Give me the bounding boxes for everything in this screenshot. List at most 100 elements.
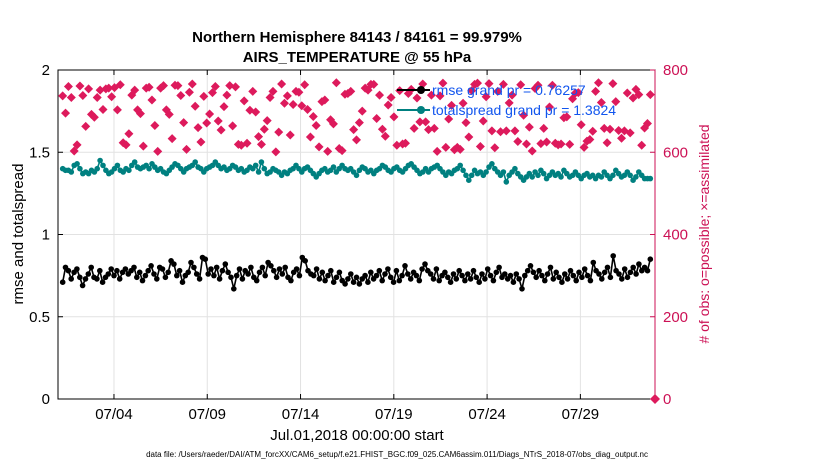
- rmse-marker: [191, 264, 197, 271]
- obs-possible-marker: [579, 142, 589, 152]
- obs-possible-marker: [337, 146, 347, 156]
- rmse-marker: [542, 277, 548, 284]
- rmse-marker: [436, 277, 443, 284]
- rmse-marker: [111, 272, 117, 279]
- obs-possible-marker: [320, 95, 330, 105]
- obs-possible-marker: [634, 90, 644, 100]
- rmse-marker: [621, 266, 628, 272]
- rmse-marker: [134, 274, 140, 281]
- rmse-marker: [368, 269, 374, 276]
- rmse-marker: [208, 266, 214, 272]
- rmse-marker: [390, 279, 397, 286]
- obs-possible-marker: [107, 92, 117, 102]
- obs-possible-marker: [115, 80, 125, 90]
- obs-possible-marker: [231, 82, 241, 92]
- rmse-marker: [450, 271, 457, 277]
- obs-possible-marker: [124, 129, 134, 139]
- rmse-marker: [442, 269, 448, 276]
- rmse-marker: [482, 276, 488, 282]
- rmse-marker: [516, 276, 522, 282]
- rmse-marker: [276, 266, 283, 272]
- obs-possible-marker: [435, 91, 445, 101]
- obs-possible-marker: [184, 87, 194, 97]
- x-tick-label: 07/19: [375, 406, 413, 423]
- rmse-marker: [185, 269, 191, 276]
- obs-possible-marker: [216, 125, 226, 135]
- rmse-marker: [268, 263, 274, 269]
- obs-possible-marker: [372, 114, 382, 124]
- obs-possible-marker: [498, 79, 508, 89]
- obs-possible-marker: [173, 81, 183, 91]
- obs-possible-marker: [504, 98, 514, 108]
- rmse-marker: [262, 272, 269, 279]
- rmse-marker: [279, 271, 286, 277]
- rmse-marker: [68, 276, 74, 282]
- obs-possible-marker: [268, 86, 278, 96]
- obs-possible-marker: [415, 117, 425, 127]
- rmse-marker: [122, 266, 129, 272]
- rmse-marker: [139, 277, 146, 284]
- x-tick-label: 07/04: [95, 406, 133, 423]
- obs-possible-marker: [596, 97, 606, 107]
- spread-marker: [114, 162, 121, 169]
- obs-possible-marker: [467, 86, 477, 96]
- obs-possible-marker: [490, 143, 500, 153]
- obs-possible-marker: [521, 139, 531, 149]
- x-axis-label: Jul.01,2018 00:00:00 start: [270, 427, 444, 444]
- rmse-marker: [231, 286, 237, 292]
- obs-possible-marker: [314, 142, 324, 152]
- obs-possible-marker: [248, 86, 258, 96]
- obs-possible-marker: [274, 127, 284, 137]
- obs-possible-marker: [279, 98, 289, 108]
- obs-possible-marker: [605, 124, 615, 134]
- rmse-marker: [584, 272, 591, 279]
- x-tick-label: 07/24: [468, 406, 506, 423]
- rmse-marker: [245, 271, 251, 277]
- obs-possible-marker: [72, 140, 82, 150]
- obs-possible-marker: [98, 104, 108, 114]
- rmse-marker: [188, 259, 194, 266]
- rmse-marker: [151, 271, 157, 277]
- obs-possible-marker: [375, 90, 385, 100]
- y-tick-label: 0.5: [29, 309, 50, 326]
- obs-possible-marker: [66, 93, 76, 103]
- rmse-marker: [544, 271, 551, 277]
- spread-marker: [460, 167, 466, 174]
- obs-possible-marker: [472, 78, 482, 88]
- obs-possible-marker: [222, 90, 232, 100]
- obs-possible-marker: [228, 121, 238, 131]
- rmse-marker: [493, 269, 500, 276]
- obs-possible-marker: [389, 112, 399, 122]
- rmse-marker: [202, 256, 209, 263]
- obs-possible-marker: [75, 81, 85, 91]
- rmse-marker: [225, 269, 231, 276]
- obs-possible-marker: [386, 93, 396, 103]
- rmse-marker: [342, 281, 348, 287]
- rmse-marker: [402, 263, 408, 269]
- obs-possible-marker: [308, 111, 318, 121]
- rmse-marker: [422, 261, 428, 267]
- obs-possible-marker: [288, 100, 298, 110]
- legend-marker-spread: [417, 106, 425, 114]
- obs-possible-marker: [608, 79, 618, 89]
- obs-possible-marker: [441, 142, 451, 152]
- obs-possible-marker: [432, 146, 442, 156]
- obs-possible-marker: [331, 78, 341, 88]
- obs-possible-marker: [484, 79, 494, 89]
- obs-possible-marker: [357, 106, 367, 116]
- rmse-marker: [633, 271, 639, 277]
- rmse-marker: [176, 267, 183, 274]
- obs-possible-marker: [481, 92, 491, 102]
- rmse-marker: [527, 263, 534, 269]
- obs-possible-marker: [285, 130, 295, 140]
- x-tick-label: 07/09: [188, 406, 226, 423]
- spread-marker: [610, 172, 616, 179]
- obs-possible-marker: [305, 132, 315, 142]
- spread-marker: [503, 179, 510, 185]
- rmse-marker: [644, 267, 651, 274]
- obs-possible-marker: [213, 116, 223, 126]
- obs-possible-marker: [455, 144, 465, 154]
- obs-possible-marker: [585, 135, 595, 145]
- rmse-marker: [219, 267, 226, 274]
- obs-possible-marker: [496, 127, 506, 137]
